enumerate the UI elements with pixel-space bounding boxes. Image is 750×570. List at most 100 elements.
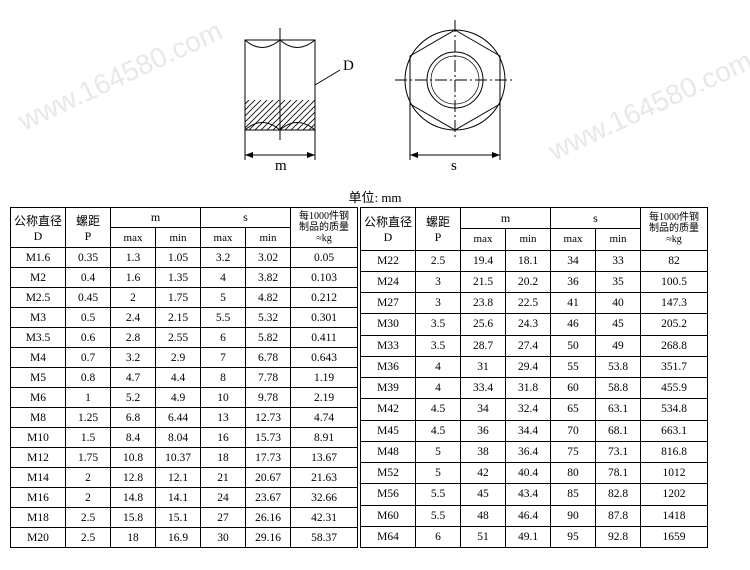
table-cell: 18 (201, 448, 246, 468)
table-cell: 3.82 (246, 268, 291, 288)
table-cell: 14.8 (111, 488, 156, 508)
table-cell: 4 (416, 378, 461, 399)
label-d: D (343, 58, 354, 74)
table-cell: 49 (596, 335, 641, 356)
table-cell: 16 (201, 428, 246, 448)
col-header-mass: 每1000件钢制品的质量≈kg (291, 208, 358, 248)
table-cell: 80 (551, 463, 596, 484)
table-cell: 8.4 (111, 428, 156, 448)
table-row: M50.84.74.487.781.19 (11, 368, 358, 388)
table-cell: 10.37 (156, 448, 201, 468)
table-cell: 34.4 (506, 420, 551, 441)
table-cell: 33 (596, 250, 641, 271)
table-cell: 1012 (641, 463, 708, 484)
table-cell: 46.4 (506, 505, 551, 526)
table-cell: 0.4 (66, 268, 111, 288)
table-cell: 15.73 (246, 428, 291, 448)
table-cell: 5.5 (416, 484, 461, 505)
table-cell: 1.75 (66, 448, 111, 468)
table-cell: 12.1 (156, 468, 201, 488)
table-row: M202.51816.93029.1658.37 (11, 528, 358, 548)
table-cell: 32.4 (506, 399, 551, 420)
table-cell: 100.5 (641, 271, 708, 292)
table-cell: 0.212 (291, 288, 358, 308)
table-cell: 15.1 (156, 508, 201, 528)
table-cell: M56 (361, 484, 416, 505)
subheader-max: max (201, 228, 246, 248)
table-cell: M48 (361, 441, 416, 462)
table-cell: 3.2 (201, 248, 246, 268)
table-cell: M39 (361, 378, 416, 399)
col-header-p: 螺距P (416, 208, 461, 251)
table-cell: 42 (461, 463, 506, 484)
table-row: M40.73.22.976.780.643 (11, 348, 358, 368)
table-cell: 65 (551, 399, 596, 420)
table-cell: 43.4 (506, 484, 551, 505)
table-cell: 73.1 (596, 441, 641, 462)
table-cell: 19.4 (461, 250, 506, 271)
table-row: M27323.822.54140147.3 (361, 293, 708, 314)
table-cell: 7 (201, 348, 246, 368)
table-cell: 816.8 (641, 441, 708, 462)
table-cell: 0.05 (291, 248, 358, 268)
table-cell: 4 (201, 268, 246, 288)
table-cell: 27 (201, 508, 246, 528)
table-cell: 33.4 (461, 378, 506, 399)
table-cell: 455.9 (641, 378, 708, 399)
table-cell: M18 (11, 508, 66, 528)
table-cell: M5 (11, 368, 66, 388)
table-cell: 34 (461, 399, 506, 420)
table-cell: 18.1 (506, 250, 551, 271)
table-cell: 53.8 (596, 356, 641, 377)
table-cell: 2.9 (156, 348, 201, 368)
table-row: M454.53634.47068.1663.1 (361, 420, 708, 441)
table-cell: 36.4 (506, 441, 551, 462)
table-cell: 1418 (641, 505, 708, 526)
table-cell: 1.5 (66, 428, 111, 448)
table-cell: 1.35 (156, 268, 201, 288)
col-header-s: s (201, 208, 291, 228)
table-row: M4853836.47573.1816.8 (361, 441, 708, 462)
table-row: M615.24.9109.782.19 (11, 388, 358, 408)
table-cell: 23.67 (246, 488, 291, 508)
table-cell: 75 (551, 441, 596, 462)
table-cell: 2 (66, 488, 111, 508)
table-cell: 0.643 (291, 348, 358, 368)
table-cell: 147.3 (641, 293, 708, 314)
table-cell: 42.31 (291, 508, 358, 528)
table-cell: 82.8 (596, 484, 641, 505)
table-cell: 55 (551, 356, 596, 377)
table-cell: 5.32 (246, 308, 291, 328)
tables-container: 公称直径D 螺距P m s 每1000件钢制品的质量≈kg max min ma… (10, 207, 740, 548)
table-cell: 12.8 (111, 468, 156, 488)
table-cell: 5.5 (201, 308, 246, 328)
table-cell: 2.15 (156, 308, 201, 328)
subheader-max: max (461, 229, 506, 250)
table-cell: 1 (66, 388, 111, 408)
col-header-m: m (461, 208, 551, 229)
table-cell: 6.44 (156, 408, 201, 428)
table-cell: 29.4 (506, 356, 551, 377)
table-cell: 268.8 (641, 335, 708, 356)
table-cell: 534.8 (641, 399, 708, 420)
table-cell: 9.78 (246, 388, 291, 408)
table-cell: M20 (11, 528, 66, 548)
table-cell: 6 (201, 328, 246, 348)
table-row: M121.7510.810.371817.7313.67 (11, 448, 358, 468)
table-cell: M60 (361, 505, 416, 526)
table-cell: 5.5 (416, 505, 461, 526)
table-row: M5254240.48078.11012 (361, 463, 708, 484)
table-row: M16214.814.12423.6732.66 (11, 488, 358, 508)
table-cell: 4.82 (246, 288, 291, 308)
table-cell: 25.6 (461, 314, 506, 335)
table-cell: M8 (11, 408, 66, 428)
table-row: M2.50.4521.7554.820.212 (11, 288, 358, 308)
table-cell: 0.7 (66, 348, 111, 368)
col-header-m: m (111, 208, 201, 228)
table-row: M6465149.19592.81659 (361, 526, 708, 547)
table-cell: M16 (11, 488, 66, 508)
nut-diagram: D m s (10, 10, 740, 185)
table-cell: M6 (11, 388, 66, 408)
table-cell: 8.04 (156, 428, 201, 448)
subheader-min: min (506, 229, 551, 250)
